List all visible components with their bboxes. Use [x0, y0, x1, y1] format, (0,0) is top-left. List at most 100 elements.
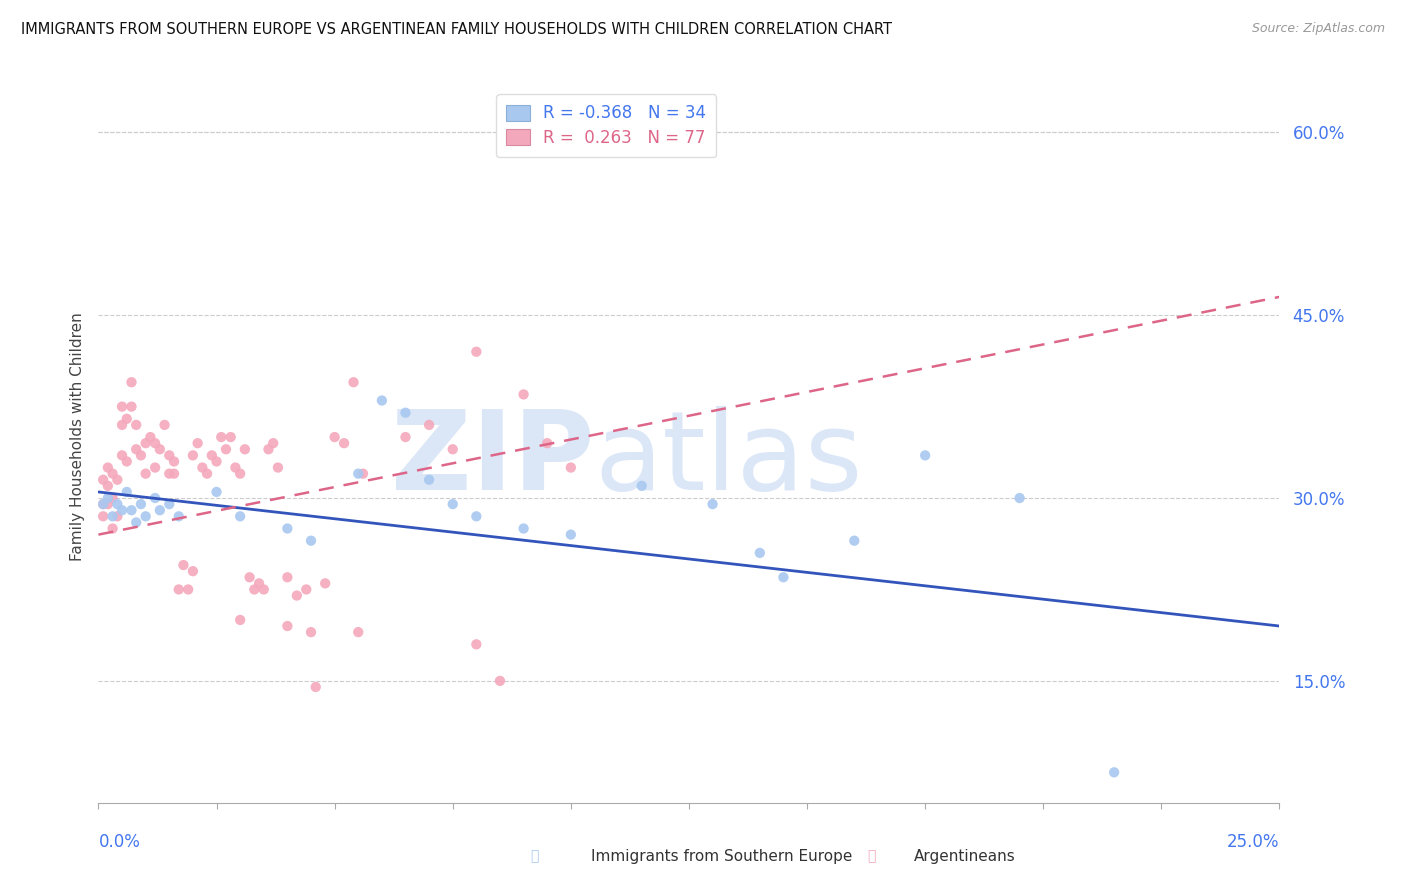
Point [224, 460, 246, 475]
Point [172, 558, 194, 573]
Point [333, 436, 356, 450]
Point [299, 625, 322, 640]
Point [205, 485, 228, 500]
Point [253, 582, 276, 597]
Point [121, 503, 143, 517]
Point [101, 467, 124, 481]
Point [342, 375, 364, 389]
Point [135, 436, 157, 450]
Point [347, 625, 370, 640]
Point [153, 417, 176, 432]
Point [91, 509, 114, 524]
Point [243, 582, 266, 597]
Point [229, 509, 252, 524]
Point [257, 442, 280, 457]
Point [371, 393, 394, 408]
Point [115, 454, 138, 468]
Point [262, 436, 284, 450]
Point [143, 460, 166, 475]
Point [347, 467, 370, 481]
Point [285, 589, 308, 603]
Point [233, 442, 256, 457]
Text: 🔵: 🔵 [530, 849, 538, 863]
Point [187, 436, 209, 450]
Text: Source: ZipAtlas.com: Source: ZipAtlas.com [1251, 22, 1385, 36]
Point [352, 467, 374, 481]
Point [209, 430, 232, 444]
Text: IMMIGRANTS FROM SOUTHERN EUROPE VS ARGENTINEAN FAMILY HOUSEHOLDS WITH CHILDREN C: IMMIGRANTS FROM SOUTHERN EUROPE VS ARGEN… [21, 22, 891, 37]
Point [101, 491, 124, 505]
Point [276, 570, 298, 584]
Y-axis label: Family Households with Children: Family Households with Children [69, 313, 84, 561]
Point [195, 467, 218, 481]
Point [129, 497, 152, 511]
Point [163, 454, 186, 468]
Point [111, 400, 134, 414]
Point [111, 503, 134, 517]
Point [560, 460, 582, 475]
Text: 🔴: 🔴 [868, 849, 876, 863]
Point [135, 509, 157, 524]
Point [560, 527, 582, 541]
Text: 25.0%: 25.0% [1227, 833, 1279, 851]
Point [1008, 491, 1031, 505]
Legend: R = -0.368   N = 34, R =  0.263   N = 77: R = -0.368 N = 34, R = 0.263 N = 77 [496, 95, 716, 157]
Point [276, 619, 298, 633]
Point [97, 491, 120, 505]
Point [914, 448, 936, 462]
Text: Immigrants from Southern Europe: Immigrants from Southern Europe [591, 849, 852, 863]
Point [115, 485, 138, 500]
Point [125, 516, 148, 530]
Point [418, 473, 440, 487]
Point [125, 442, 148, 457]
Point [91, 497, 114, 511]
Point [229, 467, 252, 481]
Point [772, 570, 794, 584]
Point [394, 406, 416, 420]
Point [139, 430, 162, 444]
Text: 0.0%: 0.0% [98, 833, 141, 851]
Point [267, 460, 290, 475]
Point [149, 503, 172, 517]
Point [418, 417, 440, 432]
Point [181, 564, 204, 578]
Point [536, 436, 558, 450]
Point [105, 497, 128, 511]
Point [111, 417, 134, 432]
Point [121, 375, 143, 389]
Point [143, 491, 166, 505]
Point [181, 448, 204, 462]
Point [441, 442, 464, 457]
Point [125, 417, 148, 432]
Point [323, 430, 346, 444]
Point [157, 497, 180, 511]
Point [295, 582, 318, 597]
Point [844, 533, 866, 548]
Text: Argentineans: Argentineans [914, 849, 1015, 863]
Point [512, 387, 534, 401]
Point [143, 436, 166, 450]
Text: atlas: atlas [595, 406, 863, 513]
Point [115, 412, 138, 426]
Point [229, 613, 252, 627]
Point [239, 570, 262, 584]
Point [247, 576, 270, 591]
Point [314, 576, 336, 591]
Point [219, 430, 242, 444]
Point [465, 637, 488, 651]
Point [489, 673, 512, 688]
Point [167, 509, 190, 524]
Point [215, 442, 238, 457]
Text: ZIP: ZIP [391, 406, 595, 513]
Point [748, 546, 770, 560]
Point [305, 680, 328, 694]
Point [394, 430, 416, 444]
Point [121, 400, 143, 414]
Point [276, 521, 298, 535]
Point [97, 460, 120, 475]
Point [299, 533, 322, 548]
Point [105, 473, 128, 487]
Point [702, 497, 724, 511]
Point [91, 473, 114, 487]
Point [135, 467, 157, 481]
